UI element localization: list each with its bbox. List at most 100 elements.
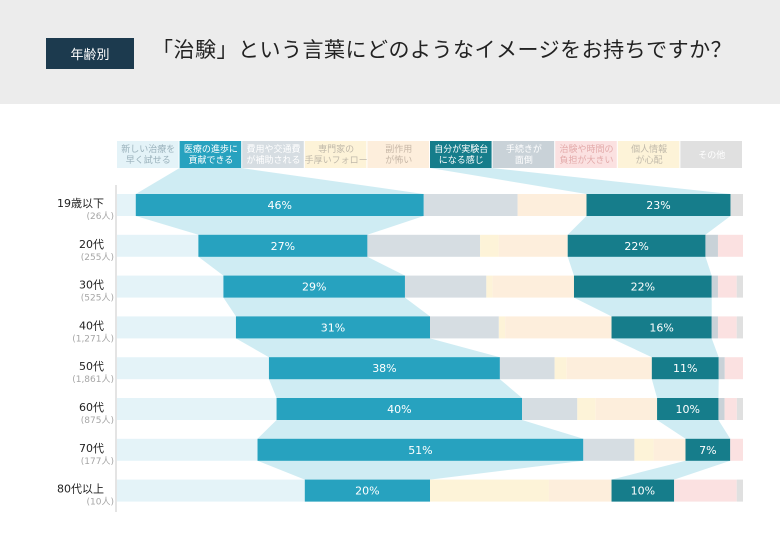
category-count: (1,861人)	[72, 374, 114, 385]
legend-swatch	[304, 141, 367, 168]
data-label: 38%	[372, 362, 396, 375]
bar-segment	[499, 357, 555, 380]
legend-label: 手厚いフォロー	[305, 154, 368, 166]
bar-segment	[117, 275, 224, 298]
data-label: 51%	[408, 444, 432, 457]
legend-label: 自分が実験台	[434, 143, 488, 155]
legend-swatch	[242, 141, 304, 168]
bar-segment	[730, 438, 743, 461]
bar-segment	[257, 438, 584, 461]
legend-label: 治験や時間の	[559, 143, 613, 155]
legend-label: 新しい治療を	[121, 143, 175, 155]
bar-segment	[685, 438, 731, 461]
category-label: 20代	[79, 238, 104, 251]
bar-segment	[736, 479, 743, 502]
bar-segment	[548, 479, 612, 502]
category-count: (1,271人)	[72, 333, 114, 344]
data-label: 7%	[699, 444, 716, 457]
legend-swatch	[492, 141, 555, 168]
bar-segment	[480, 234, 499, 257]
data-label: 31%	[321, 321, 345, 334]
bar-segment	[724, 357, 743, 380]
bar-segment	[117, 357, 269, 380]
bar-segment	[486, 275, 493, 298]
legend-label: 副作用	[385, 143, 412, 155]
bar-segment	[404, 275, 487, 298]
bar-segment	[498, 234, 568, 257]
bar-segment	[566, 357, 652, 380]
legend-swatch	[367, 141, 429, 168]
bar-segment	[724, 398, 737, 420]
legend-label: 医療の進歩に	[184, 143, 238, 155]
data-label: 10%	[631, 485, 655, 498]
category-count: (525人)	[81, 293, 114, 304]
legend-swatch	[617, 141, 680, 168]
legend-swatch	[680, 141, 742, 168]
bar-segment	[657, 398, 719, 420]
bar-segment	[505, 316, 612, 339]
category-count: (10人)	[87, 497, 114, 508]
bar-segment	[268, 357, 500, 380]
bar-segment	[586, 194, 731, 216]
legend-swatch	[430, 141, 492, 168]
data-label: 10%	[676, 403, 700, 416]
bar-segment	[653, 438, 686, 461]
category-label: 30代	[79, 279, 104, 292]
bar-segment	[736, 398, 743, 420]
bar-segment	[583, 438, 635, 461]
legend-label: が怖い	[385, 154, 412, 166]
legend-label: 早く試せる	[126, 154, 171, 166]
data-label: 29%	[302, 281, 326, 294]
bar-segment	[517, 194, 587, 216]
bar-segment	[611, 479, 675, 502]
data-label: 40%	[387, 403, 411, 416]
bar-segment	[595, 398, 658, 420]
legend-label: になる感じ	[439, 154, 484, 166]
bar-segment	[223, 275, 405, 298]
bar-segment	[567, 234, 706, 257]
category-label: 70代	[79, 442, 104, 455]
bar-segment	[717, 316, 737, 339]
bar-segment	[736, 316, 743, 339]
legend-label: 手続きが	[506, 143, 542, 155]
segment-tag: 年齢別	[46, 38, 134, 69]
bar-segment	[276, 398, 523, 420]
bar-segment	[367, 234, 481, 257]
category-label: 50代	[79, 360, 104, 373]
data-label: 46%	[268, 199, 292, 212]
bar-segment	[577, 398, 596, 420]
category-label: 19歳以下	[57, 197, 104, 210]
bar-segment	[423, 194, 518, 216]
bar-segment	[135, 194, 424, 216]
category-count: (255人)	[81, 252, 114, 263]
legend-swatch	[179, 141, 242, 168]
category-count: (177人)	[81, 456, 114, 467]
category-label: 60代	[79, 401, 104, 414]
bar-segment	[674, 479, 737, 502]
legend-label: 専門家の	[318, 143, 354, 155]
legend-label: 個人情報	[631, 143, 667, 155]
bar-segment	[498, 316, 506, 339]
legend-swatch	[555, 141, 617, 168]
bar-segment	[117, 479, 305, 502]
bar-segment	[492, 275, 574, 298]
bar-segment	[430, 479, 549, 502]
category-count: (875人)	[81, 415, 114, 426]
bar-segment	[522, 398, 578, 420]
category-label: 40代	[79, 319, 104, 332]
bar-segment	[711, 275, 718, 298]
data-label: 27%	[271, 240, 295, 253]
bar-segment	[198, 234, 368, 257]
page-title: 「治験」という言葉にどのようなイメージをお持ちですか？	[152, 38, 733, 62]
bar-segment	[730, 194, 743, 216]
bar-segment	[718, 357, 725, 380]
data-label: 22%	[631, 281, 655, 294]
legend-swatch	[117, 141, 179, 168]
bar-segment	[117, 194, 136, 216]
legend-label: 面倒	[515, 154, 533, 166]
bar-segment	[736, 275, 743, 298]
legend-label: 負担が大きい	[559, 154, 613, 166]
bar-segment	[718, 398, 725, 420]
data-label: 23%	[646, 199, 670, 212]
